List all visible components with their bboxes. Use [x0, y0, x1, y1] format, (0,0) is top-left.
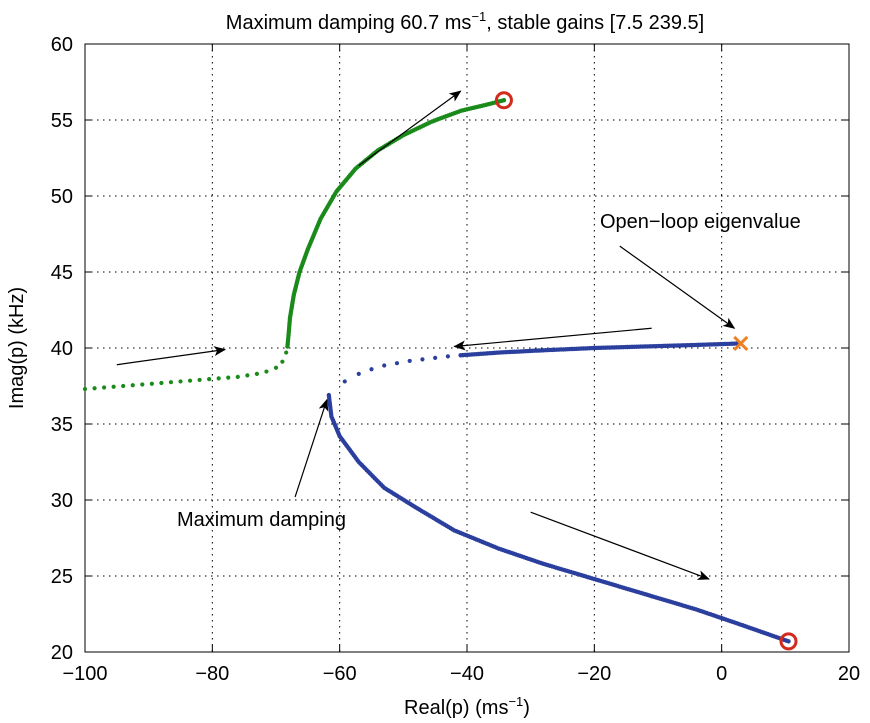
- chart-title-rest: , stable gains [7.5 239.5]: [486, 12, 704, 34]
- blue-branch-point: [786, 639, 791, 644]
- green-branch-point: [168, 380, 174, 385]
- blue-branch-point: [433, 355, 438, 360]
- blue-branch-point: [420, 357, 425, 362]
- x-axis-label: Real(p) (ms−1): [404, 694, 530, 719]
- green-branch-point: [121, 383, 126, 389]
- x-tick-label: −100: [62, 663, 107, 685]
- green-branch-point: [245, 373, 250, 378]
- direction-arrow: [116, 346, 227, 366]
- y-tick-label: 30: [51, 490, 73, 512]
- blue-branch-point: [445, 354, 450, 359]
- x-axis-label-rest: ): [523, 697, 530, 719]
- blue-branch-point: [407, 358, 412, 364]
- blue-branch-point: [369, 367, 374, 372]
- green-branch-point: [280, 359, 285, 364]
- x-axis-label-main: Real(p) (ms: [404, 697, 508, 719]
- green-branch-point: [264, 369, 269, 374]
- green-branch-point: [216, 376, 221, 381]
- green-branch: [82, 98, 507, 392]
- chart-title: Maximum damping 60.7 ms−1, stable gains …: [226, 9, 704, 34]
- y-axis-label: Imag(p) (kHz): [6, 287, 28, 409]
- x-tick-label: −40: [450, 663, 484, 685]
- maximum-damping-label: Maximum damping: [177, 509, 346, 531]
- green-branch-point: [501, 98, 507, 103]
- open-loop-cross-marker-stroke: [733, 335, 749, 352]
- direction-arrow: [358, 90, 462, 167]
- series-layer: [82, 98, 791, 644]
- direction-arrow: [619, 245, 736, 329]
- x-tick-label: 0: [716, 663, 727, 685]
- x-tick-label: −20: [577, 663, 611, 685]
- green-branch-point: [273, 365, 279, 370]
- green-branch-point: [82, 386, 88, 392]
- chart-title-main: Maximum damping 60.7 ms: [226, 12, 472, 34]
- green-branch-point: [140, 382, 145, 387]
- open-loop-eigenvalue-label: Open−loop eigenvalue: [600, 211, 801, 233]
- end-point-circle-marker: [779, 632, 798, 651]
- green-branch-point: [226, 375, 231, 380]
- blue-branch-point: [356, 371, 361, 376]
- blue-branch: [326, 341, 791, 644]
- x-tick-label: −80: [195, 663, 229, 685]
- y-tick-label: 55: [51, 110, 73, 132]
- blue-branch-point: [382, 363, 387, 368]
- y-tick-label: 60: [51, 34, 73, 56]
- green-branch-point: [149, 381, 154, 386]
- y-tick-label: 35: [51, 414, 73, 436]
- green-branch-point: [92, 386, 97, 391]
- y-tick-label: 50: [51, 186, 73, 208]
- green-branch-point: [284, 350, 289, 355]
- x-axis-label-sup: −1: [508, 694, 523, 709]
- green-branch-point: [235, 374, 240, 379]
- blue-branch-point: [342, 379, 347, 384]
- marker-layer: [494, 91, 798, 651]
- y-tick-label: 25: [51, 566, 73, 588]
- direction-arrow: [530, 511, 710, 580]
- chart-title-sup: −1: [471, 9, 486, 24]
- grid-lines: [85, 44, 849, 652]
- green-branch-point: [254, 371, 259, 376]
- x-tick-label: 20: [838, 663, 860, 685]
- end-point-circle-marker: [494, 91, 513, 110]
- green-branch-point: [187, 378, 193, 383]
- green-branch-point: [197, 377, 202, 383]
- y-tick-label: 45: [51, 262, 73, 284]
- x-tick-label: −60: [323, 663, 357, 685]
- green-branch-point: [130, 383, 135, 388]
- green-branch-point: [178, 379, 183, 384]
- axis-ticks: −100 −80 −60 −40 −20 0 20 20 25 30 35 40 45 50 55 60: [51, 34, 860, 685]
- green-branch-point: [159, 380, 164, 386]
- direction-arrow: [453, 327, 652, 351]
- green-branch-point: [207, 377, 212, 382]
- direction-arrow: [294, 398, 329, 498]
- blue-branch-point: [394, 361, 400, 366]
- green-branch-point: [111, 384, 116, 389]
- y-tick-label: 40: [51, 338, 73, 360]
- green-branch-point: [102, 385, 107, 390]
- direction-arrows: [116, 90, 736, 580]
- y-tick-label: 20: [51, 642, 73, 664]
